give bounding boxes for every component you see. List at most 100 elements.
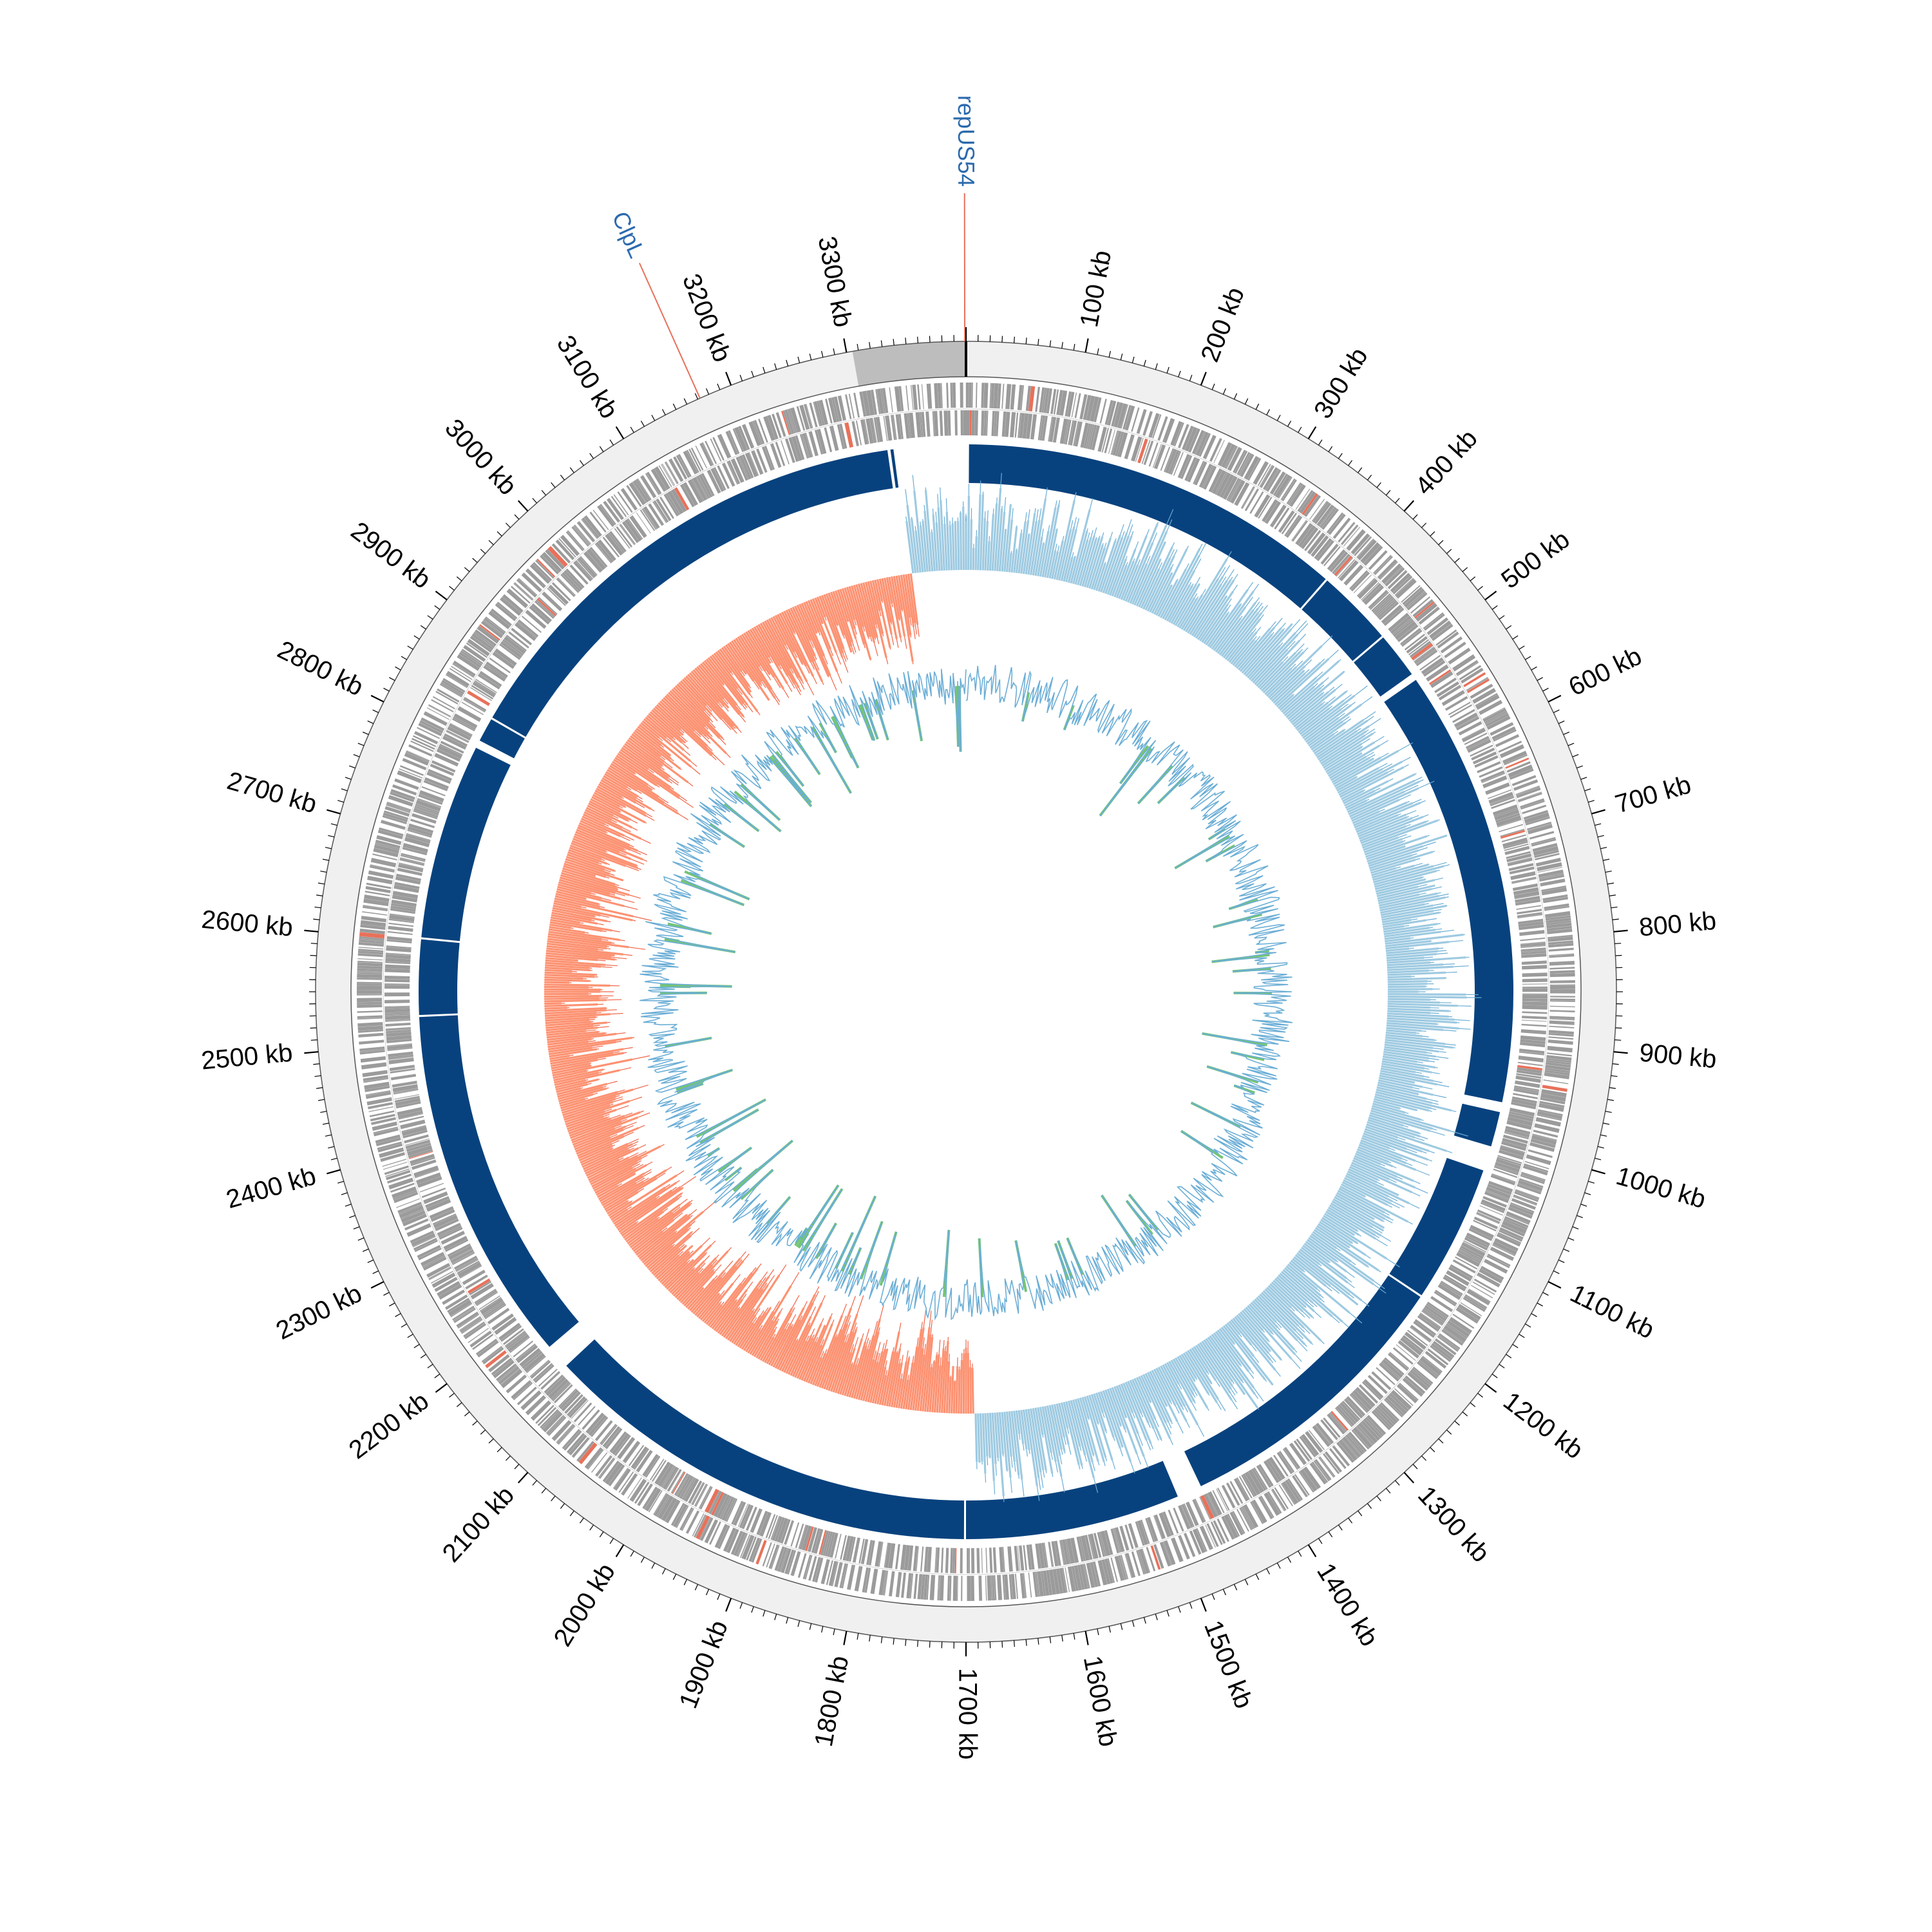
- cds-forward: [1065, 1567, 1070, 1593]
- gc-skew-bar: [1262, 1290, 1300, 1327]
- gc-skew-spike: [842, 652, 847, 662]
- cds-forward: [997, 383, 1001, 409]
- cds-forward: [506, 588, 529, 609]
- cds-forward: [357, 952, 383, 958]
- cds-reverse: [1340, 1402, 1359, 1423]
- gc-skew-bar: [554, 1079, 586, 1088]
- similarity-segment: [1389, 1157, 1484, 1296]
- gc-skew-spike: [607, 920, 611, 923]
- gc-skew-bar: [549, 921, 603, 933]
- cds-forward: [1394, 578, 1414, 596]
- cds-forward: [1338, 1439, 1358, 1461]
- gc-skew-spike: [886, 1370, 888, 1376]
- gc-skew-bar: [1264, 1288, 1305, 1329]
- cds-forward: [870, 390, 877, 415]
- cds-forward: [359, 940, 384, 944]
- gc-skew-bar: [1051, 551, 1059, 580]
- gc-skew-bar: [1238, 627, 1276, 671]
- gc-skew-spike: [1036, 509, 1039, 522]
- cds-reverse: [1278, 1450, 1295, 1473]
- cds-forward: [1113, 402, 1124, 428]
- minor-tick: [328, 1146, 335, 1149]
- gc-skew-bar: [545, 957, 578, 962]
- cds-forward: [1470, 1285, 1493, 1298]
- cds-reverse: [1444, 696, 1468, 711]
- cds-forward: [1518, 1180, 1543, 1191]
- cds-reverse: [852, 1537, 860, 1563]
- gc-skew-bar: [1041, 507, 1057, 578]
- cds-forward: [645, 1488, 661, 1511]
- cds-forward: [1544, 1070, 1570, 1075]
- cds-forward: [564, 1430, 582, 1451]
- cds-forward: [491, 1358, 513, 1376]
- minor-tick: [1178, 370, 1181, 377]
- cds-forward: [1490, 1246, 1515, 1262]
- gc-skew-spike: [1366, 729, 1369, 732]
- gc-skew-spike: [1406, 1148, 1417, 1153]
- cds-reverse: [1426, 1302, 1449, 1318]
- cds-reverse: [858, 1539, 865, 1564]
- cds-reverse: [1338, 559, 1356, 579]
- cds-reverse: [1367, 1374, 1388, 1394]
- gc-skew-spike: [1374, 735, 1385, 743]
- cds-forward: [730, 1530, 743, 1555]
- gc-skew-bar: [575, 831, 643, 861]
- cds-reverse: [452, 1252, 475, 1265]
- cds-reverse: [1327, 549, 1346, 571]
- gc-skew-spike: [1021, 529, 1023, 533]
- gc-skew-spike: [1304, 1344, 1307, 1347]
- cds-forward: [1357, 539, 1377, 561]
- gc-skew-bar: [661, 1245, 703, 1285]
- cds-reverse: [1522, 972, 1548, 977]
- cds-reverse: [386, 1028, 411, 1032]
- cds-forward: [1390, 1390, 1412, 1410]
- cds-reverse: [676, 1473, 690, 1497]
- cds-reverse: [624, 518, 642, 542]
- gc-skew-bar: [649, 1235, 692, 1273]
- gc-skew-bar: [853, 585, 870, 638]
- cds-reverse: [398, 1113, 424, 1120]
- gc-skew-bar: [1213, 1332, 1255, 1389]
- cds-reverse: [653, 500, 669, 523]
- cds-forward: [683, 450, 698, 475]
- gc-skew-bar: [567, 1115, 604, 1130]
- cds-reverse: [435, 1218, 459, 1231]
- gc-skew-bar: [1375, 878, 1426, 893]
- gc-skew-spike: [802, 663, 804, 665]
- minor-tick: [480, 1429, 486, 1435]
- cds-reverse: [813, 1528, 824, 1554]
- cds-reverse: [1506, 851, 1531, 859]
- gc-skew-bar: [551, 914, 598, 925]
- minor-tick: [1120, 354, 1123, 361]
- gc-skew-bar: [609, 1174, 677, 1219]
- gc-skew-spike: [945, 498, 947, 512]
- gc-skew-spike: [814, 656, 817, 660]
- gc-skew-bar: [1292, 1258, 1327, 1287]
- gc-skew-spike: [611, 819, 618, 823]
- gc-skew-spike: [1366, 799, 1370, 801]
- cds-reverse: [788, 437, 799, 462]
- gc-skew-bar: [614, 757, 658, 787]
- minor-tick: [1412, 514, 1418, 520]
- cds-forward: [692, 1513, 705, 1537]
- cds-reverse: [410, 1153, 435, 1165]
- gc-skew-bar: [1088, 544, 1104, 589]
- gc-skew-spike: [1171, 564, 1174, 568]
- cds-forward: [1515, 786, 1540, 796]
- cds-forward: [709, 1521, 721, 1545]
- gc-skew-bar: [692, 669, 725, 707]
- minor-tick: [762, 1610, 766, 1617]
- cds-forward: [1282, 479, 1297, 502]
- gc-skew-bar: [545, 1021, 592, 1027]
- cds-forward: [1452, 1313, 1475, 1329]
- cds-reverse: [670, 488, 687, 513]
- cds-reverse: [1349, 570, 1368, 590]
- gc-skew-spike: [598, 1057, 606, 1061]
- gc-skew-spike: [1433, 862, 1447, 867]
- gc-skew-spike: [882, 1343, 885, 1352]
- cds-forward: [1387, 1394, 1407, 1415]
- gc-skew-spike: [1399, 794, 1412, 800]
- cds-reverse: [1153, 1515, 1163, 1540]
- gc-skew-spike: [629, 844, 634, 848]
- gc-skew-bar: [578, 1142, 613, 1159]
